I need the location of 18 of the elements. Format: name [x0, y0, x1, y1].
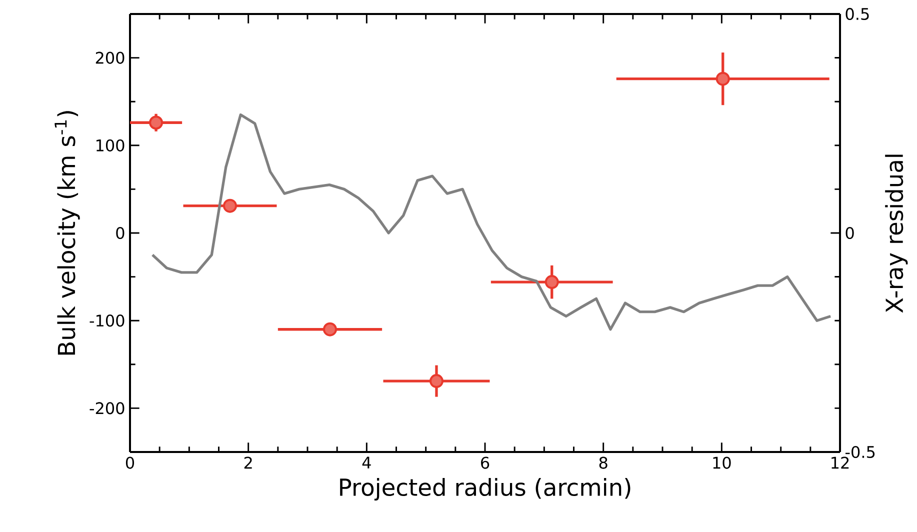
x-tick-label: 10	[713, 456, 731, 469]
x-tick-label: 12	[832, 456, 849, 469]
y2-tick-label: 0	[846, 226, 854, 240]
y-tick-label: -100	[90, 314, 124, 327]
y-tick-label: 0	[116, 226, 124, 240]
y-axis-title: Bulk velocity (km s$^{-1}$)	[54, 111, 80, 355]
y-tick-label: -200	[90, 402, 124, 414]
x-tick-label: 0	[126, 456, 134, 469]
x-axis-title: Projected radius (arcmin)	[340, 478, 630, 501]
y2-tick-label: 0.5	[846, 8, 869, 20]
y-tick-label: 200	[96, 52, 124, 64]
x-tick-label: 6	[481, 456, 490, 469]
x-tick-label: 8	[599, 456, 608, 469]
x-tick-label: 4	[362, 456, 371, 468]
y2-tick-label: -0.5	[845, 446, 875, 458]
y-tick-label: 100	[96, 139, 124, 152]
x-tick-label: 2	[244, 456, 252, 469]
y2-axis-title: X-ray residual	[885, 154, 908, 313]
